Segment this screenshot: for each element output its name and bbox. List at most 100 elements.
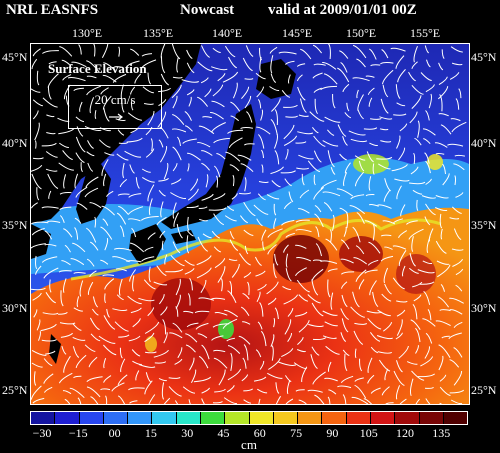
current-vector (399, 123, 408, 132)
current-vector (393, 370, 405, 386)
current-vector (323, 73, 338, 85)
current-vector (114, 321, 129, 332)
current-vector (274, 307, 279, 320)
current-vector (213, 357, 228, 369)
current-vector (172, 114, 185, 126)
current-vector (329, 229, 332, 243)
current-vector (398, 250, 407, 267)
current-vector (76, 296, 80, 308)
current-vector (385, 402, 394, 404)
product-title: Nowcast (180, 2, 235, 18)
current-vector (340, 332, 347, 343)
current-vector (145, 351, 157, 354)
current-vector (138, 297, 155, 302)
current-vector (273, 134, 278, 149)
current-vector (455, 268, 464, 276)
current-vector (354, 348, 357, 359)
current-vector (59, 142, 69, 149)
current-vector (415, 345, 419, 354)
current-vector (424, 346, 430, 359)
current-vector (246, 111, 253, 123)
current-vector (134, 73, 142, 84)
current-vector (340, 375, 354, 384)
current-vector (142, 86, 154, 94)
current-vector (368, 203, 379, 207)
current-vector (242, 57, 253, 72)
current-vector (327, 279, 331, 298)
current-vector (395, 385, 401, 400)
current-vector (40, 323, 57, 332)
current-vector (313, 63, 326, 66)
current-vector (131, 227, 137, 238)
current-vector (337, 67, 350, 83)
current-vector (364, 220, 377, 227)
current-vector (451, 62, 463, 66)
current-vector (372, 163, 375, 175)
current-vector (201, 344, 210, 360)
current-vector (257, 283, 267, 291)
current-vector (215, 175, 219, 188)
current-vector (144, 380, 153, 395)
current-vector (368, 97, 373, 107)
current-vector (224, 309, 238, 318)
current-vector (200, 77, 209, 84)
current-vector (32, 157, 44, 160)
current-vector (267, 297, 277, 305)
current-vector (257, 134, 265, 149)
current-vector (378, 163, 391, 170)
current-vector (176, 136, 181, 146)
current-vector (320, 260, 338, 264)
current-vector (101, 159, 109, 176)
current-vector (185, 344, 196, 353)
current-vector (201, 398, 205, 404)
current-vector (148, 198, 153, 216)
current-vector (243, 271, 252, 278)
lat-label-left-30: 30°N (2, 301, 28, 315)
current-vector (43, 358, 53, 367)
current-vector (143, 103, 154, 105)
current-vector (257, 193, 266, 201)
current-vector (100, 259, 109, 265)
current-vector (118, 46, 120, 57)
current-vector (106, 308, 110, 318)
current-vector (425, 110, 430, 121)
current-vector (73, 307, 83, 312)
current-vector (313, 135, 326, 147)
current-vector (451, 206, 462, 214)
current-vector (89, 97, 95, 114)
current-vector (327, 268, 338, 273)
lat-label-right-35: 35°N (471, 218, 497, 232)
current-vector (298, 208, 310, 214)
colorbar-tick-label: 15 (144, 426, 157, 440)
current-vector (440, 124, 452, 135)
current-vector (358, 160, 365, 172)
current-vector (67, 76, 86, 82)
current-vector (379, 128, 389, 131)
current-vector (449, 389, 465, 394)
current-vector (412, 281, 423, 288)
current-vector (439, 213, 443, 229)
current-vector (295, 244, 307, 249)
current-vector (147, 111, 155, 126)
current-vector (186, 322, 199, 328)
current-vector (141, 53, 153, 57)
current-vector (172, 76, 183, 79)
current-vector (365, 194, 375, 197)
current-vector (44, 243, 57, 247)
current-vector (93, 44, 96, 57)
colorbar-cell (322, 412, 347, 424)
current-vector (186, 89, 195, 96)
current-vector (376, 335, 393, 340)
current-vector (424, 152, 430, 164)
current-vector (91, 308, 99, 316)
current-vector (130, 101, 134, 111)
current-vector (212, 84, 224, 97)
current-vector (253, 204, 269, 215)
current-vector (359, 358, 363, 372)
current-vector (454, 175, 457, 186)
current-vector (428, 93, 432, 109)
current-vector (102, 218, 109, 226)
current-vector (103, 358, 107, 369)
current-vector (343, 226, 347, 237)
current-vector (416, 199, 419, 211)
